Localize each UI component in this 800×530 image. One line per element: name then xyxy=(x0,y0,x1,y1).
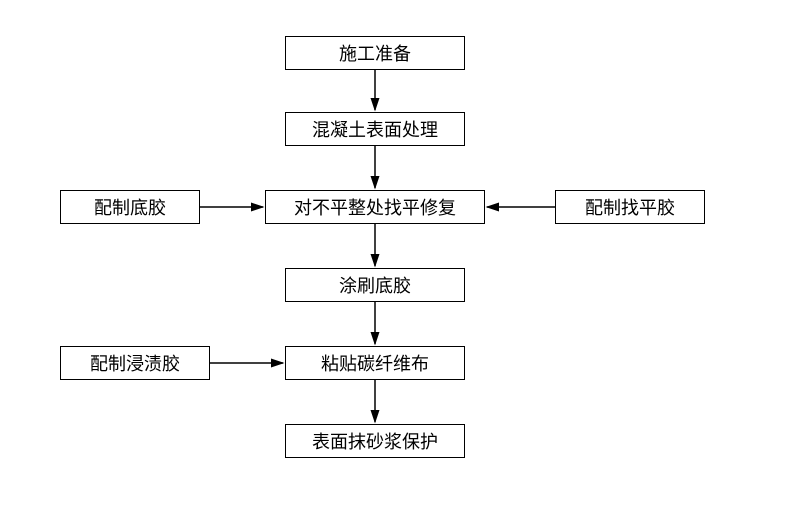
flow-node-surface: 混凝土表面处理 xyxy=(285,112,465,146)
node-label: 配制浸渍胶 xyxy=(90,350,180,376)
node-label: 配制找平胶 xyxy=(585,194,675,220)
node-label: 对不平整处找平修复 xyxy=(294,194,456,220)
flow-node-mortar-protection: 表面抹砂浆保护 xyxy=(285,424,465,458)
node-label: 混凝土表面处理 xyxy=(312,116,438,142)
flow-node-prep: 施工准备 xyxy=(285,36,465,70)
flow-node-prepare-impregnation: 配制浸渍胶 xyxy=(60,346,210,380)
node-label: 涂刷底胶 xyxy=(339,272,411,298)
node-label: 配制底胶 xyxy=(94,194,166,220)
node-label: 表面抹砂浆保护 xyxy=(312,428,438,454)
node-label: 施工准备 xyxy=(339,40,411,66)
flow-node-prepare-primer: 配制底胶 xyxy=(60,190,200,224)
flow-node-level-repair: 对不平整处找平修复 xyxy=(265,190,485,224)
flow-node-prepare-leveling: 配制找平胶 xyxy=(555,190,705,224)
flow-node-apply-primer: 涂刷底胶 xyxy=(285,268,465,302)
node-label: 粘贴碳纤维布 xyxy=(321,350,429,376)
flow-node-attach-cfrp: 粘贴碳纤维布 xyxy=(285,346,465,380)
